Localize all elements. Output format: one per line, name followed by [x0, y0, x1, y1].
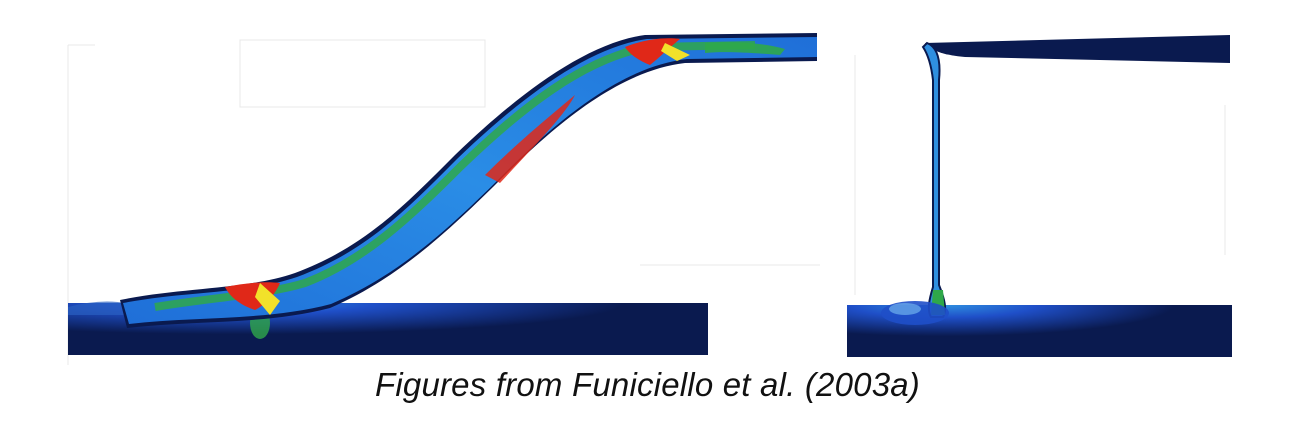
slab-green-band	[154, 41, 756, 311]
left-simulation-panel	[67, 33, 820, 365]
upper-plate	[925, 35, 1230, 63]
yellow-zone-lower	[255, 283, 280, 315]
figure-caption: Figures from Funiciello et al. (2003a)	[375, 366, 920, 403]
slab-body	[123, 37, 817, 324]
right-simulation-panel	[847, 35, 1232, 357]
panel-frame-right	[854, 55, 1226, 295]
yellow-zone-upper	[661, 43, 690, 61]
red-zone-mid	[485, 95, 575, 183]
vertical-slab	[921, 41, 947, 318]
green-zone-upper	[705, 42, 785, 55]
slab-root-swirl-light	[889, 303, 921, 315]
